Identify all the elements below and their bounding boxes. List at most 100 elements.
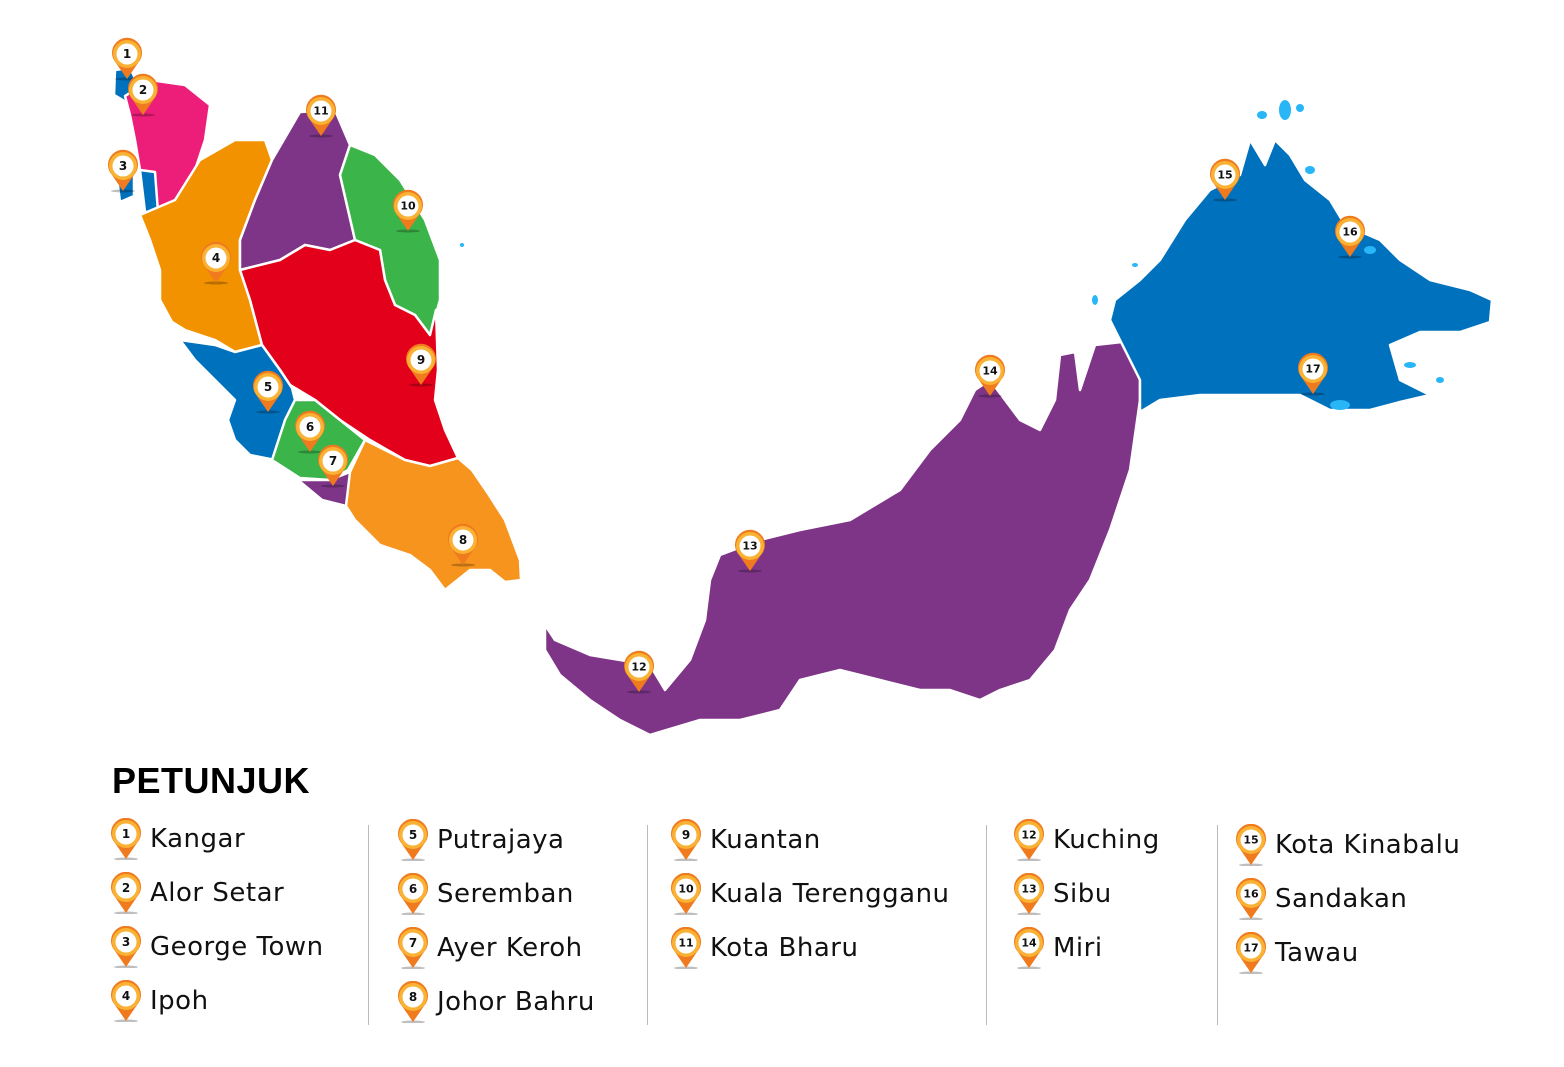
state-johor (344, 438, 523, 592)
legend-title: PETUNJUK (112, 760, 311, 801)
legend-column: 12 Kuching 13 Sibu 14 Miri (1013, 813, 1160, 975)
svg-text:1: 1 (122, 827, 130, 841)
svg-text:2: 2 (122, 881, 130, 895)
svg-text:10: 10 (400, 200, 416, 213)
map-marker-icon: 7 (398, 927, 428, 969)
island (1257, 111, 1267, 119)
map-marker-icon: 1 (111, 818, 141, 860)
legend-divider (647, 825, 648, 1025)
legend-label: Kangar (150, 824, 246, 854)
svg-text:7: 7 (329, 454, 337, 468)
map-marker-icon[interactable]: 9 (406, 343, 436, 387)
island (1279, 100, 1291, 120)
map-marker-icon[interactable]: 7 (318, 444, 348, 488)
svg-text:5: 5 (409, 828, 417, 842)
svg-text:9: 9 (682, 828, 690, 842)
legend-item: 8 Johor Bahru (397, 975, 595, 1029)
map-marker-icon: 14 (1014, 927, 1044, 969)
legend-item: 12 Kuching (1013, 813, 1160, 867)
map-marker-icon[interactable]: 8 (448, 523, 478, 567)
legend-label: Putrajaya (437, 825, 565, 855)
map-marker-icon[interactable]: 15 (1210, 158, 1240, 202)
svg-text:7: 7 (409, 936, 417, 950)
legend-label: Ipoh (150, 986, 209, 1016)
island (1404, 362, 1416, 368)
svg-text:3: 3 (122, 935, 130, 949)
map-marker-icon: 8 (398, 981, 428, 1023)
island (1132, 263, 1138, 267)
island (1305, 166, 1315, 174)
map-marker-icon[interactable]: 6 (295, 410, 325, 454)
island (1092, 295, 1098, 305)
legend-label: Johor Bahru (437, 987, 595, 1017)
legend-label: Kota Bharu (710, 933, 859, 963)
svg-text:15: 15 (1217, 169, 1232, 182)
map-marker-icon[interactable]: 4 (201, 241, 231, 285)
legend-item: 11 Kota Bharu (670, 921, 950, 975)
legend-item: 13 Sibu (1013, 867, 1160, 921)
map-marker-icon: 10 (671, 873, 701, 915)
svg-text:11: 11 (678, 937, 693, 950)
svg-text:16: 16 (1243, 888, 1259, 901)
map-marker-icon: 3 (111, 926, 141, 968)
legend-label: Sibu (1053, 879, 1112, 909)
state-sabah (1108, 138, 1494, 414)
map-marker-icon: 17 (1236, 932, 1266, 974)
map-marker-icon[interactable]: 14 (975, 354, 1005, 398)
state-penang (138, 168, 160, 214)
svg-text:11: 11 (313, 105, 328, 118)
map-marker-icon[interactable]: 10 (393, 189, 423, 233)
legend-label: Tawau (1275, 938, 1359, 968)
legend-label: Ayer Keroh (437, 933, 583, 963)
map-marker-icon: 11 (671, 927, 701, 969)
map-marker-icon[interactable]: 17 (1298, 352, 1328, 396)
map-marker-icon[interactable]: 12 (624, 650, 654, 694)
svg-text:1: 1 (123, 47, 131, 61)
map-marker-icon: 13 (1014, 873, 1044, 915)
map-marker-icon[interactable]: 5 (253, 370, 283, 414)
map-marker-icon[interactable]: 11 (306, 94, 336, 138)
map-marker-icon: 2 (111, 872, 141, 914)
map-marker-icon[interactable]: 3 (108, 149, 138, 193)
state-sarawak (543, 338, 1142, 737)
legend-column: 1 Kangar 2 Alor Setar 3 George Town 4 Ipoh (110, 812, 324, 1028)
svg-text:10: 10 (678, 883, 694, 896)
svg-text:2: 2 (139, 83, 147, 97)
map-marker-icon: 16 (1236, 878, 1266, 920)
legend-item: 15 Kota Kinabalu (1235, 818, 1460, 872)
svg-text:13: 13 (1021, 883, 1036, 896)
map-marker-icon[interactable]: 13 (735, 529, 765, 573)
svg-text:15: 15 (1243, 834, 1258, 847)
legend-label: Kuantan (710, 825, 821, 855)
map-marker-icon: 9 (671, 819, 701, 861)
island (460, 243, 464, 247)
svg-text:8: 8 (409, 990, 417, 1004)
svg-text:9: 9 (417, 353, 425, 367)
map-marker-icon[interactable]: 2 (128, 73, 158, 117)
svg-text:5: 5 (264, 380, 272, 394)
map-marker-icon[interactable]: 16 (1335, 215, 1365, 259)
legend-item: 17 Tawau (1235, 926, 1460, 980)
legend-column: 9 Kuantan 10 Kuala Terengganu 11 Kota Bharu (670, 813, 950, 975)
legend-divider (986, 825, 987, 1025)
svg-text:4: 4 (212, 251, 220, 265)
legend-item: 5 Putrajaya (397, 813, 595, 867)
legend-item: 2 Alor Setar (110, 866, 324, 920)
legend-item: 9 Kuantan (670, 813, 950, 867)
legend-item: 14 Miri (1013, 921, 1160, 975)
legend-item: 7 Ayer Keroh (397, 921, 595, 975)
map-marker-icon: 4 (111, 980, 141, 1022)
svg-text:8: 8 (459, 533, 467, 547)
island (1364, 246, 1376, 254)
map-marker-icon: 5 (398, 819, 428, 861)
map-marker-icon: 6 (398, 873, 428, 915)
svg-text:6: 6 (306, 420, 314, 434)
map-marker-icon[interactable]: 1 (112, 37, 142, 81)
svg-text:16: 16 (1342, 226, 1358, 239)
legend-label: Kuala Terengganu (710, 879, 950, 909)
legend-divider (1217, 825, 1218, 1025)
svg-text:13: 13 (742, 540, 757, 553)
legend-label: Miri (1053, 933, 1103, 963)
island (1296, 104, 1304, 112)
